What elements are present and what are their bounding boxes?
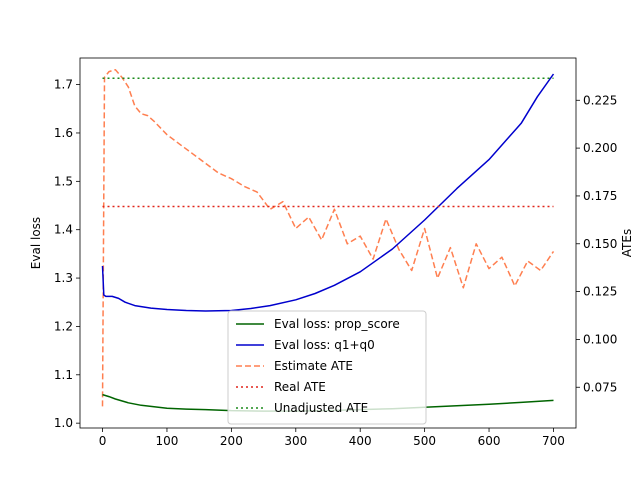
x-tick-label: 600 bbox=[478, 434, 501, 448]
legend-label: Eval loss: prop_score bbox=[274, 317, 400, 331]
legend-label: Eval loss: q1+q0 bbox=[274, 338, 375, 352]
legend: Eval loss: prop_score Eval loss: q1+q0 Est… bbox=[227, 310, 427, 425]
y-right-tick-label: 0.075 bbox=[583, 380, 617, 394]
y-right-tick-label: 0.225 bbox=[583, 93, 617, 107]
legend-box bbox=[227, 310, 427, 425]
x-tick-label: 0 bbox=[99, 434, 107, 448]
x-tick-label: 500 bbox=[413, 434, 436, 448]
y-right-tick-label: 0.125 bbox=[583, 285, 617, 299]
y-left-tick-label: 1.2 bbox=[54, 319, 73, 333]
y-axis-right-label: ATEs bbox=[620, 229, 634, 257]
y-left-tick-label: 1.7 bbox=[54, 78, 73, 92]
x-tick-label: 200 bbox=[220, 434, 243, 448]
y-axis-left-label: Eval loss bbox=[29, 217, 43, 269]
y-axis-left: 1.0 1.1 1.2 1.3 1.4 1.5 1.6 1.7 bbox=[54, 78, 80, 430]
plot-frame bbox=[79, 57, 577, 429]
y-right-tick-label: 0.100 bbox=[583, 332, 617, 346]
x-tick-label: 300 bbox=[284, 434, 307, 448]
series-line-estimate-ate bbox=[101, 68, 555, 407]
y-right-tick-label: 0.200 bbox=[583, 141, 617, 155]
y-left-tick-label: 1.6 bbox=[54, 126, 73, 140]
series-line-eval-loss-q1-q0 bbox=[101, 73, 555, 312]
y-left-tick-label: 1.3 bbox=[54, 271, 73, 285]
legend-label: Real ATE bbox=[274, 380, 326, 394]
y-right-tick-label: 0.175 bbox=[583, 189, 617, 203]
y-left-tick-label: 1.0 bbox=[54, 416, 73, 430]
y-left-tick-label: 1.1 bbox=[54, 368, 73, 382]
y-left-tick-label: 1.4 bbox=[54, 223, 73, 237]
x-tick-label: 100 bbox=[156, 434, 179, 448]
y-axis-right: 0.075 0.100 0.125 0.150 0.175 0.200 0.225 bbox=[576, 93, 617, 394]
y-left-tick-label: 1.5 bbox=[54, 174, 73, 188]
x-tick-label: 700 bbox=[542, 434, 565, 448]
legend-label: Unadjusted ATE bbox=[274, 401, 368, 415]
y-right-tick-label: 0.150 bbox=[583, 237, 617, 251]
plot-border bbox=[79, 57, 577, 429]
x-axis: 0 100 200 300 400 500 600 700 bbox=[99, 428, 565, 448]
x-tick-label: 400 bbox=[349, 434, 372, 448]
legend-label: Estimate ATE bbox=[274, 359, 353, 373]
